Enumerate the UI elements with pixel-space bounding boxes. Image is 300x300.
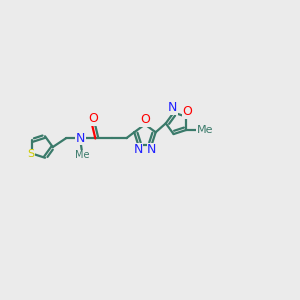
Text: N: N [76,132,85,145]
Text: N: N [168,101,177,114]
Text: Me: Me [75,150,89,160]
Text: Me: Me [197,125,213,135]
Text: O: O [88,112,98,125]
Text: N: N [133,143,143,156]
Text: O: O [182,105,192,119]
Text: O: O [140,113,150,126]
Text: S: S [28,149,35,159]
Text: N: N [147,143,157,156]
